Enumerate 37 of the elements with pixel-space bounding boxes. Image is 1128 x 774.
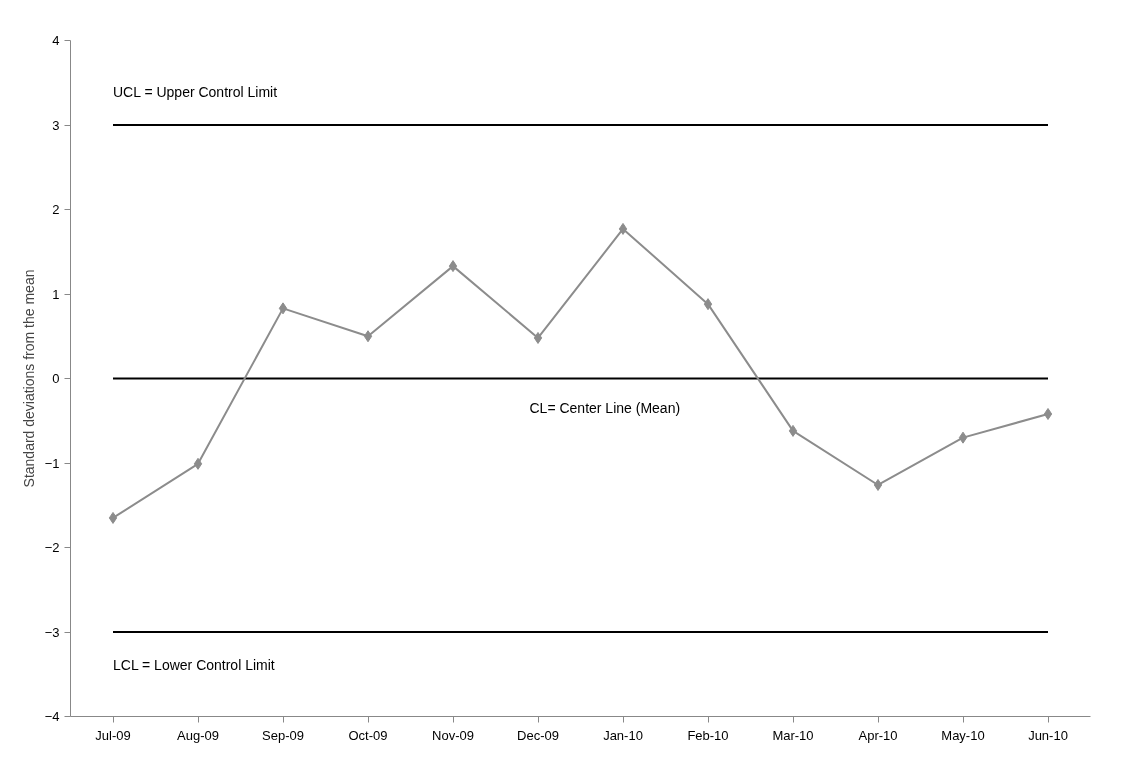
- point: [703, 298, 713, 311]
- point: [278, 302, 288, 315]
- ref-line-label: CL= Center Line (Mean): [529, 399, 681, 416]
- x-tick-label: Nov-09: [432, 727, 474, 743]
- ref-line-label: UCL = Upper Control Limit: [113, 83, 278, 100]
- x-tick-label: Jun-10: [1028, 727, 1068, 743]
- y-tick-label: −3: [44, 624, 60, 640]
- x-tick-label: Mar-10: [772, 727, 814, 743]
- y-tick-label: −2: [44, 540, 60, 555]
- ref-line-label: LCL = Lower Control Limit: [113, 657, 275, 674]
- y-tick-label: −1: [44, 455, 60, 471]
- x-tick-label: Dec-09: [517, 727, 559, 743]
- y-tick-label: 1: [52, 286, 60, 302]
- x-tick-label: Sep-09: [262, 727, 304, 743]
- x-tick-label: Aug-09: [177, 727, 219, 743]
- y-tick-label: −4: [44, 709, 60, 724]
- point: [1043, 407, 1053, 420]
- point: [873, 478, 883, 491]
- y-tick-label: 0: [52, 371, 60, 386]
- point: [448, 260, 458, 273]
- point: [788, 424, 798, 437]
- point: [108, 511, 118, 524]
- x-tick-label: Oct-09: [348, 727, 388, 743]
- point: [618, 222, 628, 235]
- y-axis-title: Standard deviations from the mean: [20, 269, 37, 488]
- x-tick-label: Jul-09: [95, 727, 131, 743]
- y-tick-label: 4: [52, 33, 60, 48]
- x-tick-label: Feb-10: [687, 727, 729, 743]
- y-tick-label: 3: [52, 117, 60, 133]
- x-tick-label: May-10: [941, 727, 985, 743]
- y-tick-label: 2: [52, 202, 60, 217]
- point: [193, 457, 203, 470]
- x-tick-label: Jan-10: [603, 727, 643, 743]
- point: [363, 330, 373, 343]
- point: [958, 431, 968, 444]
- point: [533, 331, 543, 344]
- x-tick-label: Apr-10: [858, 727, 898, 743]
